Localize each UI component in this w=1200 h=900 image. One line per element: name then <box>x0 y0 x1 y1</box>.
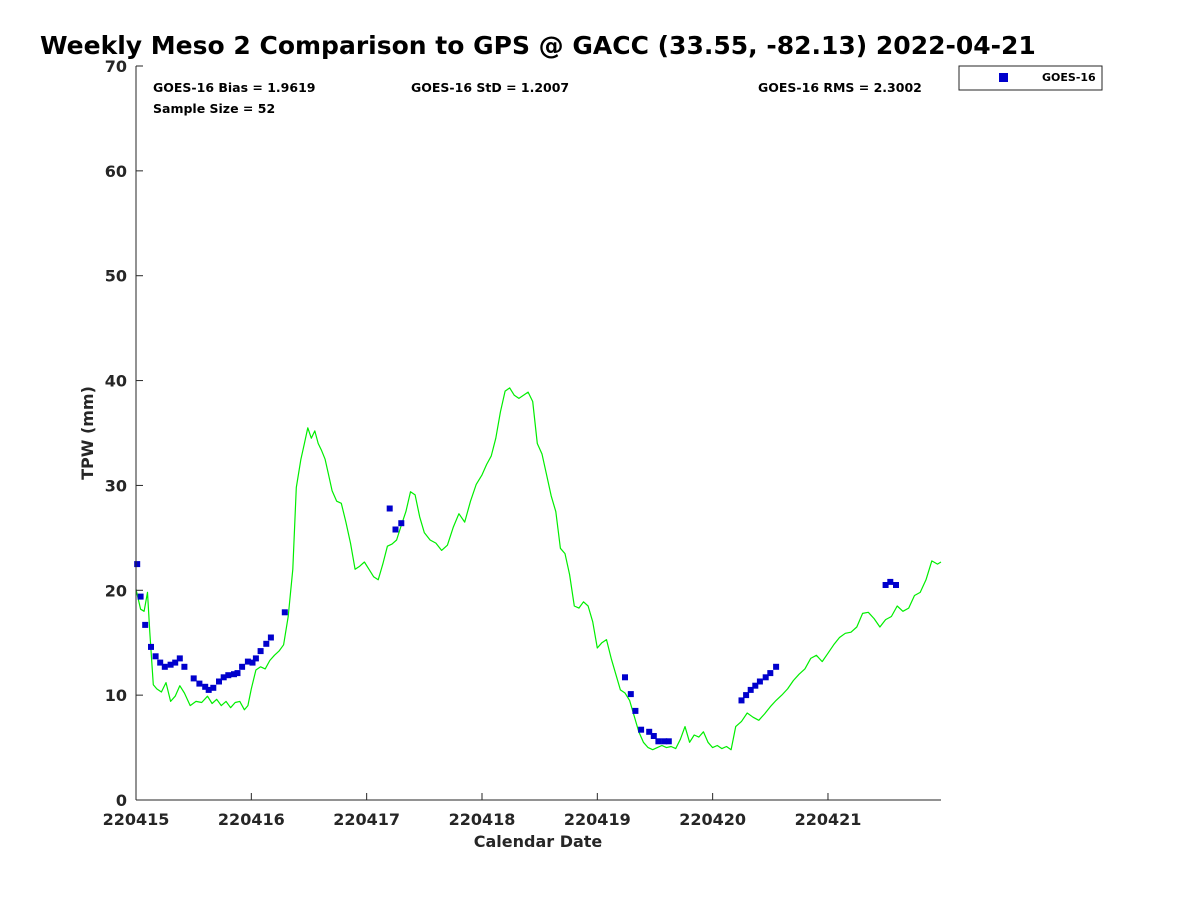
goes16-point <box>231 671 237 678</box>
std-annotation: GOES-16 StD = 1.2007 <box>411 80 569 95</box>
goes16-point <box>882 582 889 588</box>
goes16-point <box>627 691 634 698</box>
x-axis-label: Calendar Date <box>474 832 603 851</box>
legend-marker-goes16 <box>999 73 1008 82</box>
goes16-point <box>743 692 750 699</box>
goes16-point <box>167 661 174 668</box>
y-axis-label: TPW (mm) <box>78 386 97 480</box>
gps-line-layer <box>135 387 942 751</box>
goes16-point <box>220 674 227 681</box>
goes16-point <box>249 659 256 666</box>
goes16-point <box>148 643 154 650</box>
goes16-point <box>161 663 168 670</box>
goes16-point <box>665 738 672 745</box>
x-tick-label: 220419 <box>564 810 631 829</box>
goes16-point <box>257 648 264 655</box>
gps-tpw-line <box>135 387 942 751</box>
goes16-point <box>646 728 653 735</box>
goes16-point <box>152 653 159 660</box>
x-tick-label: 220418 <box>449 810 516 829</box>
goes16-point <box>134 561 141 568</box>
goes16-point <box>281 609 288 616</box>
y-axis-ticks: 0 10 20 30 40 50 60 70 <box>105 57 143 810</box>
goes16-point <box>234 670 241 677</box>
goes16-point <box>202 683 209 690</box>
goes16-point <box>650 733 657 739</box>
goes16-point <box>225 672 232 679</box>
y-tick-label: 0 <box>116 791 127 810</box>
goes16-point <box>181 663 188 670</box>
y-tick-label: 70 <box>105 57 127 76</box>
x-tick-label: 220416 <box>218 810 285 829</box>
goes16-point <box>263 640 270 647</box>
goes16-point <box>157 659 164 666</box>
rms-annotation: GOES-16 RMS = 2.3002 <box>758 80 922 95</box>
goes16-point <box>252 655 259 662</box>
goes16-point <box>762 674 769 681</box>
goes16-point <box>887 578 894 585</box>
chart-title: Weekly Meso 2 Comparison to GPS @ GACC (… <box>40 31 1036 60</box>
goes16-point <box>176 655 183 662</box>
y-tick-label: 10 <box>105 686 127 705</box>
goes16-point <box>196 680 203 687</box>
goes16-point <box>661 738 668 745</box>
legend-label-goes16: GOES-16 <box>1042 71 1096 84</box>
goes16-point <box>767 670 774 677</box>
y-tick-label: 30 <box>105 476 127 495</box>
goes16-point <box>386 505 393 512</box>
plot-background <box>136 66 941 800</box>
goes16-point <box>216 678 222 685</box>
x-tick-label: 220421 <box>795 810 862 829</box>
goes16-point <box>392 526 399 533</box>
goes16-point <box>893 582 899 588</box>
stats-annotations: GOES-16 Bias = 1.9619 GOES-16 StD = 1.20… <box>153 80 922 116</box>
goes16-point <box>190 675 197 682</box>
goes16-point <box>137 593 144 600</box>
goes16-point <box>622 674 628 681</box>
goes16-point <box>244 658 251 665</box>
goes16-point <box>267 634 274 641</box>
goes16-point <box>738 697 745 704</box>
goes16-point <box>142 621 149 628</box>
goes16-point <box>632 707 639 714</box>
bias-annotation: GOES-16 Bias = 1.9619 <box>153 80 315 95</box>
y-tick-label: 50 <box>105 267 127 286</box>
x-tick-label: 220420 <box>679 810 746 829</box>
legend-box <box>958 65 1103 91</box>
sample-size-annotation: Sample Size = 52 <box>153 101 275 116</box>
goes16-point <box>752 682 759 689</box>
goes16-marker-layer <box>134 505 899 745</box>
x-axis-ticks: 220415 220416 220417 220418 220419 220420 2204… <box>103 793 862 829</box>
goes16-point <box>773 663 780 670</box>
goes16-point <box>205 686 212 693</box>
x-tick-label: 220417 <box>333 810 400 829</box>
goes16-point <box>172 659 179 666</box>
goes16-point <box>398 520 405 527</box>
x-tick-label: 220415 <box>103 810 170 829</box>
goes16-point <box>655 738 662 745</box>
y-tick-label: 20 <box>105 581 127 600</box>
goes16-point <box>239 663 246 670</box>
goes16-point <box>747 686 754 693</box>
y-tick-label: 60 <box>105 162 127 181</box>
goes16-point <box>638 726 645 733</box>
goes16-point <box>210 684 217 691</box>
plot-area <box>134 66 942 801</box>
goes16-point <box>756 678 763 685</box>
y-tick-label: 40 <box>105 372 127 391</box>
legend: GOES-16 <box>958 65 1103 91</box>
